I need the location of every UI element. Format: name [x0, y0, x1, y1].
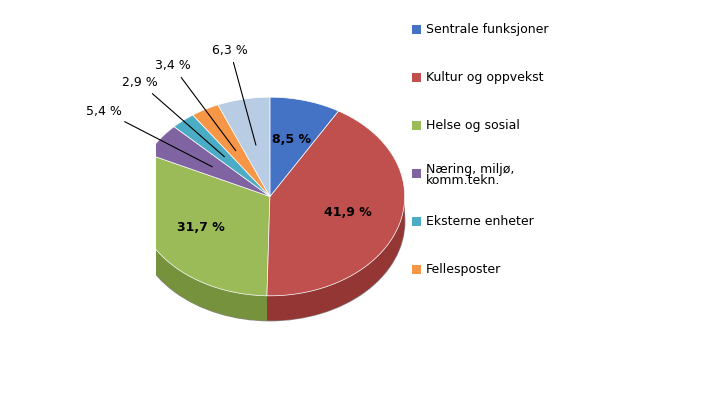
Ellipse shape — [135, 122, 405, 321]
Text: Fellesposter: Fellesposter — [426, 263, 501, 276]
FancyBboxPatch shape — [412, 25, 420, 34]
Text: Næring, miljø,: Næring, miljø, — [426, 163, 515, 176]
Polygon shape — [174, 115, 270, 196]
FancyBboxPatch shape — [412, 169, 420, 178]
Text: 3,4 %: 3,4 % — [155, 59, 236, 151]
Text: 41,9 %: 41,9 % — [324, 206, 372, 219]
FancyBboxPatch shape — [412, 217, 420, 226]
Text: 6,3 %: 6,3 % — [212, 44, 256, 145]
Polygon shape — [270, 97, 338, 196]
Text: 31,7 %: 31,7 % — [177, 221, 225, 234]
Polygon shape — [193, 105, 270, 196]
Polygon shape — [218, 97, 270, 196]
Text: Kultur og oppvekst: Kultur og oppvekst — [426, 71, 543, 84]
FancyBboxPatch shape — [412, 121, 420, 130]
Text: Helse og sosial: Helse og sosial — [426, 119, 520, 132]
Text: 8,5 %: 8,5 % — [272, 132, 311, 145]
Text: komm.tekn.: komm.tekn. — [426, 174, 501, 187]
Polygon shape — [267, 200, 405, 321]
Polygon shape — [135, 154, 270, 296]
Text: Sentrale funksjoner: Sentrale funksjoner — [426, 23, 548, 36]
Text: Eksterne enheter: Eksterne enheter — [426, 215, 534, 228]
FancyBboxPatch shape — [412, 73, 420, 82]
Polygon shape — [135, 200, 267, 321]
Polygon shape — [267, 111, 405, 296]
Text: 2,9 %: 2,9 % — [122, 76, 224, 157]
FancyBboxPatch shape — [412, 265, 420, 274]
Polygon shape — [148, 127, 270, 196]
Text: 5,4 %: 5,4 % — [86, 105, 212, 167]
